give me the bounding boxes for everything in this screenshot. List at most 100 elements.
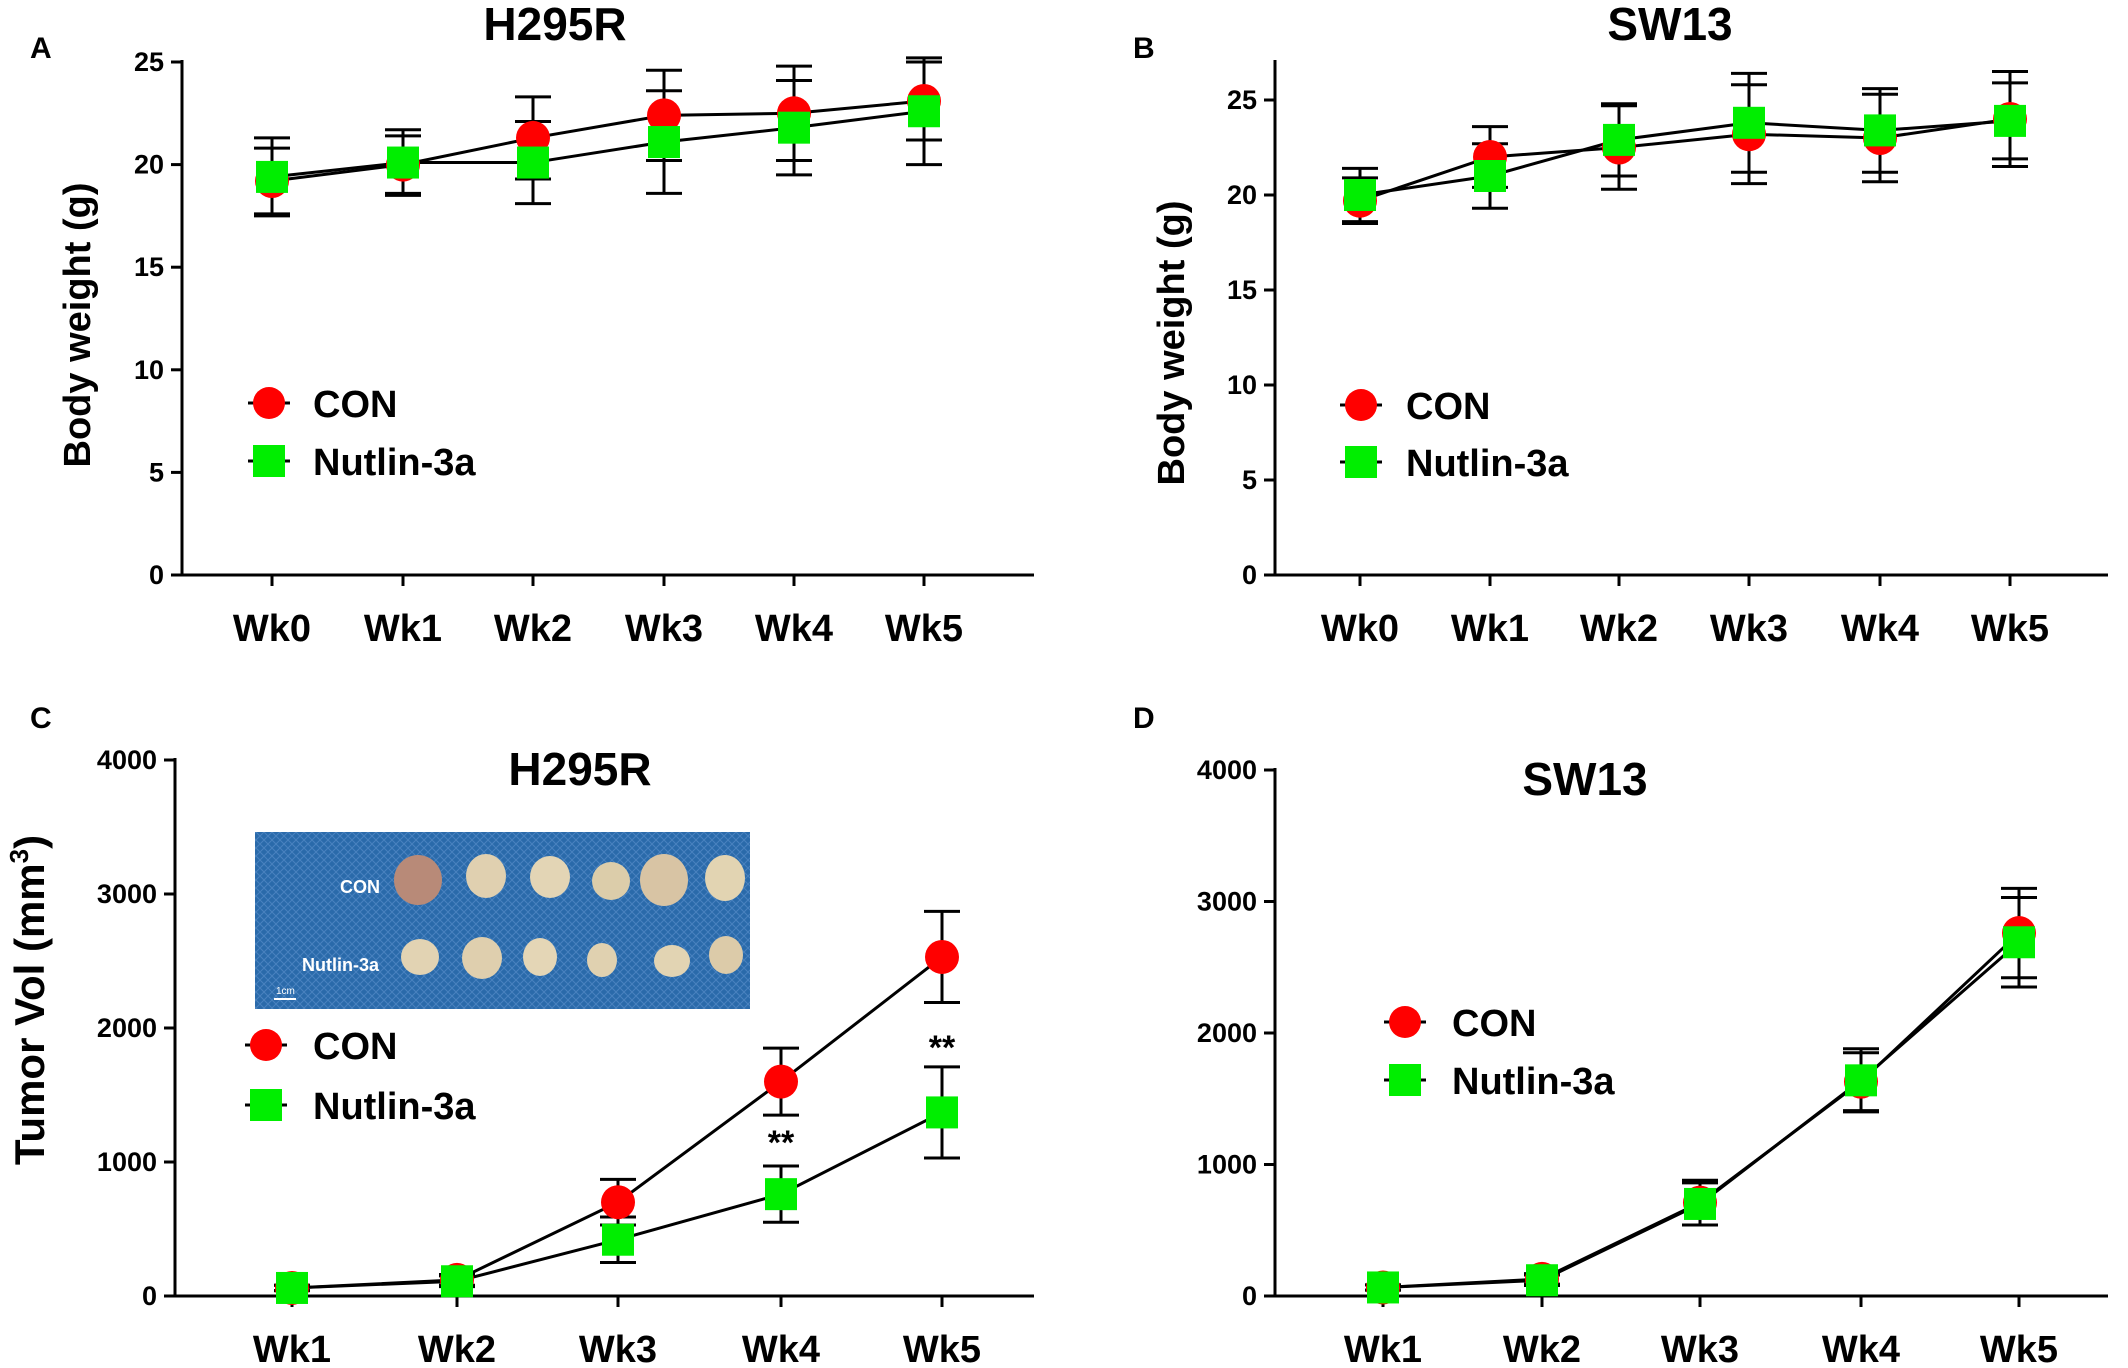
y-tick-label: 4000 xyxy=(97,745,157,775)
data-point-nutlin xyxy=(1994,104,2026,137)
photo-scale-label: 1cm xyxy=(276,986,295,997)
y-tick-label: 0 xyxy=(149,560,164,590)
data-point-nutlin xyxy=(2003,926,2035,959)
panel-d-title: SW13 xyxy=(1522,753,1647,805)
tumor xyxy=(592,862,630,900)
legend-con-marker xyxy=(1389,1006,1421,1038)
panel-b-series xyxy=(1342,70,2028,225)
data-point-nutlin xyxy=(256,160,288,193)
photo-label-nutlin: Nutlin-3a xyxy=(302,955,380,975)
x-tick-label: Wk2 xyxy=(1503,1329,1581,1368)
panel-c-legend: CON Nutlin-3a xyxy=(245,1026,476,1128)
series-line-con xyxy=(1359,117,2011,203)
series-line-con xyxy=(1382,931,2021,1289)
data-point-con xyxy=(764,1064,798,1099)
series-line-con xyxy=(271,99,925,183)
y-tick-label: 25 xyxy=(1227,85,1257,115)
legend-con-label: CON xyxy=(1406,386,1490,428)
tumor xyxy=(705,855,745,901)
x-tick-label: Wk3 xyxy=(1710,608,1788,650)
panel-b: B SW13 Body weight (g) 0 5 10 15 20 25 Wk0 Wk1 W… xyxy=(1133,0,2108,650)
data-point-nutlin xyxy=(1367,1271,1399,1304)
data-point-con xyxy=(647,98,681,133)
y-tick-label: 20 xyxy=(134,150,164,180)
data-point-con xyxy=(925,939,959,974)
panel-a-letter: A xyxy=(30,32,52,65)
data-point-nutlin xyxy=(908,95,940,128)
y-tick-label: 5 xyxy=(1242,465,1257,495)
y-tick-label: 25 xyxy=(134,47,164,77)
panel-b-title: SW13 xyxy=(1607,0,1732,50)
x-tick-label: Wk1 xyxy=(1344,1329,1422,1368)
series-line-nutlin xyxy=(271,109,925,179)
tumor xyxy=(466,854,506,898)
tumor xyxy=(587,943,617,977)
panel-a-ylabel: Body weight (g) xyxy=(57,183,99,468)
significance-annotation: ** xyxy=(929,1029,956,1067)
data-point-nutlin xyxy=(602,1223,634,1256)
panel-c-annotations: ** ** xyxy=(768,1029,956,1162)
y-tick-label: 10 xyxy=(134,355,164,385)
legend-con-marker xyxy=(253,387,285,419)
y-tick-label: 2000 xyxy=(97,1013,157,1043)
x-tick-label: Wk5 xyxy=(885,608,963,650)
panel-a-axes: 0 5 10 15 20 25 Wk0 Wk1 Wk2 Wk3 Wk4 Wk5 xyxy=(134,47,1034,650)
data-point-nutlin xyxy=(1603,123,1635,156)
y-tick-label: 15 xyxy=(1227,275,1257,305)
y-tick-label: 20 xyxy=(1227,180,1257,210)
legend-nutlin-marker xyxy=(253,445,285,477)
data-point-nutlin xyxy=(517,146,549,179)
panel-c-title: H295R xyxy=(508,743,651,795)
y-tick-label: 1000 xyxy=(97,1147,157,1177)
data-point-nutlin xyxy=(1733,106,1765,139)
panel-c: C H295R Tumor Vol (mm3) 0 1000 2000 3000 400… xyxy=(4,702,1034,1368)
data-point-nutlin xyxy=(1684,1187,1716,1220)
x-tick-label: Wk4 xyxy=(1822,1329,1900,1368)
x-tick-label: Wk1 xyxy=(364,608,442,650)
x-tick-label: Wk0 xyxy=(233,608,311,650)
legend-nutlin-label: Nutlin-3a xyxy=(1406,443,1569,485)
legend-con-label: CON xyxy=(1452,1003,1536,1045)
y-tick-label: 0 xyxy=(1242,1281,1257,1311)
tumor xyxy=(530,856,570,898)
y-tick-label: 15 xyxy=(134,252,164,282)
panel-a-legend: CON Nutlin-3a xyxy=(248,384,476,484)
legend-nutlin-marker xyxy=(250,1089,282,1121)
y-tick-label: 0 xyxy=(142,1281,157,1311)
panel-b-axes: 0 5 10 15 20 25 Wk0 Wk1 Wk2 Wk3 Wk4 Wk5 xyxy=(1227,60,2108,650)
legend-nutlin-label: Nutlin-3a xyxy=(313,442,476,484)
tumor xyxy=(401,939,439,975)
tumor xyxy=(394,855,442,905)
panel-b-legend: CON Nutlin-3a xyxy=(1340,386,1569,485)
y-tick-label: 3000 xyxy=(1197,887,1257,917)
data-point-nutlin xyxy=(648,126,680,159)
data-point-nutlin xyxy=(276,1271,308,1304)
tumor xyxy=(654,945,690,977)
tumor xyxy=(462,937,502,979)
y-tick-label: 1000 xyxy=(1197,1150,1257,1180)
data-point-nutlin xyxy=(387,146,419,179)
tumor xyxy=(709,936,743,974)
panel-c-letter: C xyxy=(30,702,52,735)
x-tick-label: Wk4 xyxy=(742,1329,820,1368)
x-tick-label: Wk5 xyxy=(1971,608,2049,650)
data-point-con xyxy=(601,1185,635,1220)
legend-con-marker xyxy=(1345,389,1377,421)
panel-b-letter: B xyxy=(1133,32,1155,65)
data-point-con xyxy=(516,120,550,155)
tumor xyxy=(523,938,557,976)
panel-d-series xyxy=(1365,886,2037,1305)
panel-c-ylabel-main: Tumor Vol (mm xyxy=(6,863,53,1165)
x-tick-label: Wk3 xyxy=(579,1329,657,1368)
y-tick-label: 4000 xyxy=(1197,755,1257,785)
y-tick-label: 2000 xyxy=(1197,1018,1257,1048)
panel-c-ylabel: Tumor Vol (mm3) xyxy=(4,835,53,1165)
legend-nutlin-label: Nutlin-3a xyxy=(313,1086,476,1128)
panel-b-ylabel: Body weight (g) xyxy=(1151,201,1193,486)
legend-nutlin-marker xyxy=(1345,446,1377,478)
series-line-nutlin xyxy=(1359,119,2011,197)
data-point-nutlin xyxy=(926,1096,958,1129)
x-tick-label: Wk2 xyxy=(494,608,572,650)
